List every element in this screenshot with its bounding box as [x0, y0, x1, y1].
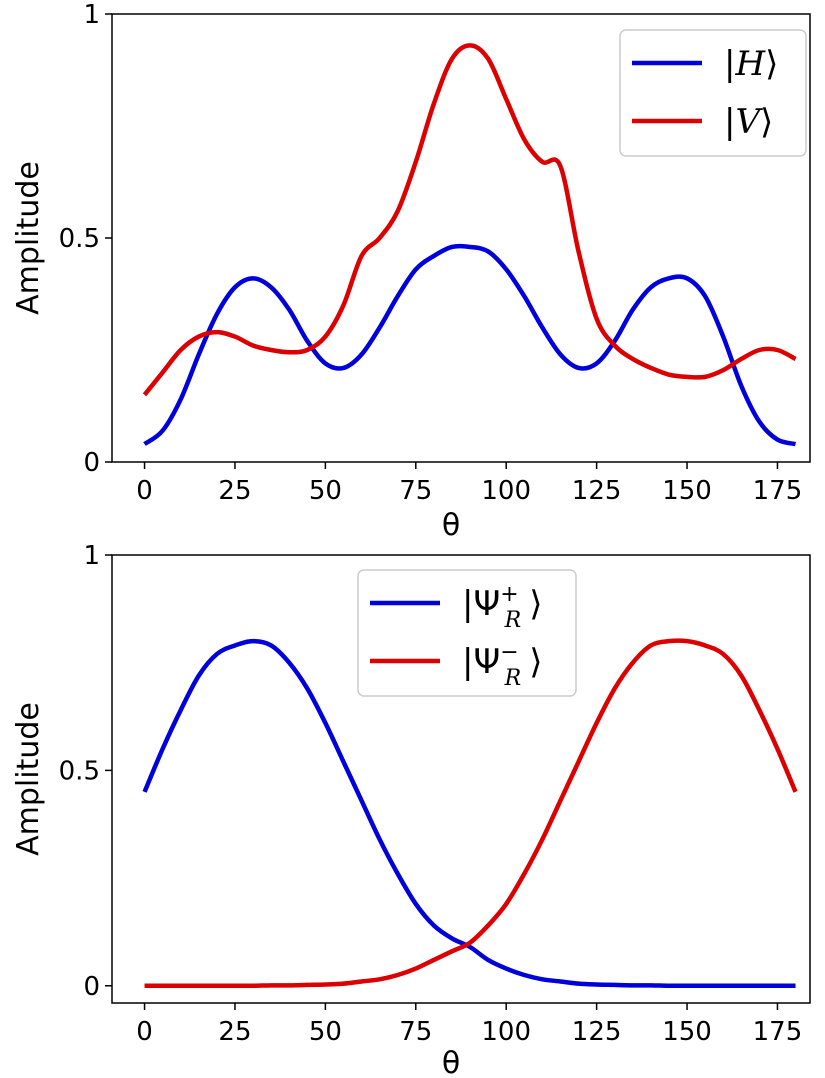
- y-tick-label: 0.5: [59, 756, 100, 786]
- y-tick-label: 0.5: [59, 224, 100, 254]
- y-tick-label: 0: [83, 972, 100, 1002]
- x-tick-label: 50: [309, 1017, 342, 1047]
- x-tick-label: 75: [399, 476, 432, 506]
- y-axis-label: Amplitude: [11, 161, 46, 315]
- legend-label: |Ψ− R ⟩: [462, 640, 543, 691]
- x-tick-label: 50: [309, 476, 342, 506]
- series-line-psi-minus: [144, 638, 798, 989]
- x-tick-label: 125: [572, 476, 622, 506]
- x-tick-label: 0: [136, 1017, 153, 1047]
- x-tick-label: 0: [136, 476, 153, 506]
- x-tick-label: 25: [218, 1017, 251, 1047]
- x-tick-label: 175: [753, 1017, 803, 1047]
- series-line-v: [142, 43, 797, 397]
- plot-frame: [111, 554, 811, 1004]
- series-line-psi-plus: [142, 638, 796, 989]
- series-line-h: [143, 243, 797, 447]
- y-tick-label: 1: [83, 541, 100, 571]
- top-chart: 0 25 50 75 100 125 150 175 0 0.5 1 θ Amplitude |H⟩ |V⟩: [11, 0, 811, 543]
- x-tick-label: 125: [572, 1017, 622, 1047]
- legend: |H⟩ |V⟩: [619, 29, 807, 157]
- y-tick-label: 0: [83, 448, 100, 478]
- x-tick-label: 100: [481, 1017, 531, 1047]
- x-tick-label: 75: [399, 1017, 432, 1047]
- legend: |Ψ+ R ⟩ |Ψ− R ⟩: [357, 569, 577, 697]
- legend-label: |V⟩: [724, 102, 773, 142]
- x-axis-label: θ: [442, 1046, 460, 1078]
- legend-label: |Ψ+ R ⟩: [462, 582, 543, 633]
- x-tick-label: 25: [218, 476, 251, 506]
- x-tick-label: 150: [662, 476, 712, 506]
- legend-label: |H⟩: [724, 44, 778, 84]
- x-tick-label: 150: [662, 1017, 712, 1047]
- x-tick-label: 100: [481, 476, 531, 506]
- y-axis-label: Amplitude: [11, 702, 46, 856]
- y-tick-label: 1: [83, 0, 100, 30]
- x-axis-label: θ: [442, 508, 460, 543]
- x-tick-label: 175: [753, 476, 803, 506]
